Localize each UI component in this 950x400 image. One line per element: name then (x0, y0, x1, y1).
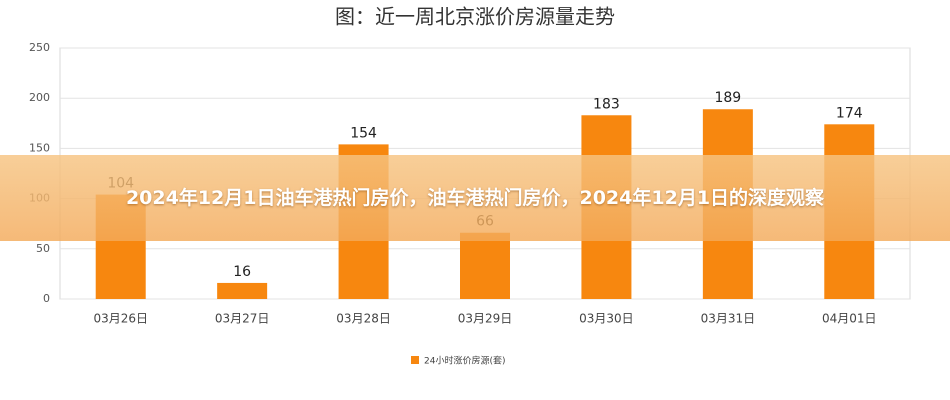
banner-text: 2024年12月1日油车港热门房价，油车港热门房价，2024年12月1日的深度观… (125, 187, 825, 209)
x-tick-label: 03月29日 (458, 312, 513, 326)
bar (217, 282, 268, 299)
x-tick-label: 03月30日 (579, 312, 634, 326)
value-label: 189 (714, 90, 741, 106)
x-tick-label: 03月28日 (336, 312, 391, 326)
value-label: 174 (836, 105, 863, 121)
bar (460, 232, 510, 299)
x-tick-label: 04月01日 (822, 312, 877, 326)
value-label: 154 (350, 125, 377, 141)
x-tick-label: 03月31日 (701, 312, 756, 326)
x-tick-label: 03月27日 (215, 312, 270, 326)
legend-label: 24小时涨价房源(套) (424, 355, 505, 367)
y-tick-label: 250 (29, 41, 50, 54)
chart-title: 图：近一周北京涨价房源量走势 (335, 5, 615, 29)
banner: 2024年12月1日油车港热门房价，油车港热门房价，2024年12月1日的深度观… (0, 155, 950, 241)
y-tick-label: 50 (36, 242, 50, 255)
y-tick-label: 150 (29, 141, 50, 154)
legend-swatch (411, 356, 419, 364)
value-label: 183 (593, 96, 620, 112)
value-label: 16 (233, 264, 251, 280)
x-tick-label: 03月26日 (93, 312, 148, 326)
y-tick-label: 200 (29, 91, 50, 104)
y-tick-label: 0 (43, 292, 50, 305)
